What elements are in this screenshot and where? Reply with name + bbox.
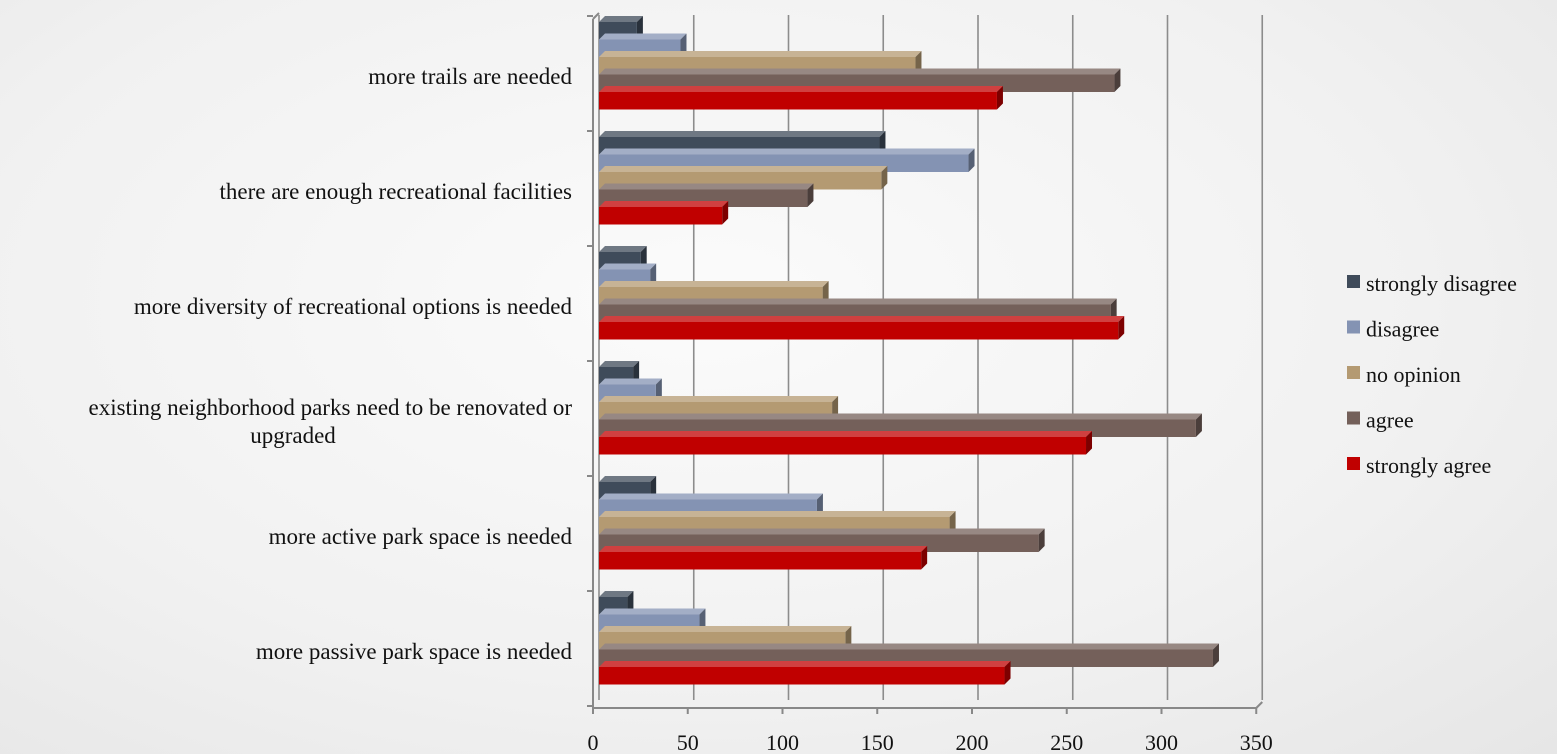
bar-top-face [599,528,1045,535]
bar-front-face [599,552,922,570]
legend-swatch [1347,366,1360,379]
category-label: more passive park space is needed [256,639,573,664]
bar-top-face [599,281,829,287]
bar-top-face [599,246,647,252]
legend-item: strongly agree [1347,453,1491,478]
bar-front-face [599,667,1005,685]
bar-end-face [881,166,888,190]
x-tick-label: 300 [1145,730,1178,754]
bar-end-face [1212,643,1219,667]
bar-end-face [1118,316,1125,340]
bar-strongly-agree [599,201,729,225]
bar-top-face [599,413,1202,420]
legend: strongly disagree disagree no opinion agree… [1347,271,1517,478]
category-label: more diversity of recreational options i… [134,294,573,319]
bar-front-face [599,92,997,110]
legend-swatch [1347,275,1360,288]
bar-top-face [599,201,729,207]
bar-end-face [968,148,975,172]
bar-top-face [599,33,687,40]
legend-label: agree [1366,408,1414,433]
bar-strongly-agree [599,431,1093,455]
legend-label: strongly agree [1366,453,1491,478]
y-axis-depth [592,12,600,20]
bar-top-face [599,626,852,632]
bar-end-face [996,86,1003,110]
bar-strongly-agree [599,86,1003,110]
bar-top-face [599,316,1125,322]
x-tick-label: 350 [1240,730,1273,754]
bar-top-face [599,431,1093,437]
bar-strongly-agree [599,661,1011,685]
bar-top-face [599,608,706,615]
bar-top-face [599,361,640,367]
bar-strongly-agree [599,546,928,570]
legend-item: strongly disagree [1347,271,1517,296]
legend-swatch [1347,320,1360,334]
bar-front-face [599,207,723,225]
bar-end-face [1195,413,1202,437]
axes [587,12,1263,714]
x-tick-label: 250 [1050,730,1083,754]
x-tick-label: 100 [766,730,799,754]
bar-top-face [599,263,657,270]
bar-top-face [599,131,886,137]
bar-top-face [599,396,839,402]
legend-swatch [1347,457,1360,470]
bar-top-face [599,493,823,500]
category-label: upgraded [250,423,336,448]
category-label: existing neighborhood parks need to be r… [88,395,572,420]
bar-top-face [599,51,922,57]
legend-label: no opinion [1366,362,1461,387]
category-label: there are enough recreational facilities [220,179,573,204]
bar-top-face [599,148,975,155]
category-label: more active park space is needed [269,524,573,549]
x-tick-label: 200 [956,730,989,754]
x-tick-label: 0 [588,730,599,754]
category-label: more trails are needed [368,64,572,89]
bar-top-face [599,546,928,552]
bar-top-face [599,183,814,190]
bar-strongly-agree [599,316,1125,340]
legend-swatch [1347,411,1360,425]
bar-end-face [921,546,928,570]
bar-end-face [1004,661,1011,685]
legend-item: disagree [1347,317,1439,342]
bar-end-face [807,183,814,207]
category-labels: more trails are needed there are enough r… [88,64,572,664]
x-tick-label: 150 [861,730,894,754]
bar-end-face [1114,68,1121,92]
bar-top-face [599,16,643,22]
bar-top-face [599,298,1117,305]
bar-top-face [599,378,662,385]
bars [599,16,1219,685]
bar-end-face [722,201,729,225]
bar-top-face [599,591,634,597]
bar-top-face [599,166,888,172]
bar-top-face [599,68,1121,75]
legend-item: agree [1347,408,1414,433]
bar-end-face [1038,528,1045,552]
legend-label: strongly disagree [1366,271,1517,296]
bar-top-face [599,643,1219,650]
bar-top-face [599,661,1011,667]
x-tick-label: 50 [677,730,699,754]
x-axis-depth [1255,701,1263,709]
bar-top-face [599,86,1003,92]
x-tick-labels: 0 50 100 150 200 250 300 350 [588,730,1273,754]
bar-end-face [1086,431,1093,455]
bar-top-face [599,511,956,517]
bar-front-face [599,437,1087,455]
bar-top-face [599,476,657,482]
legend-item: no opinion [1347,362,1461,387]
gridlines [598,15,1264,700]
bar-front-face [599,322,1119,340]
legend-label: disagree [1366,317,1439,342]
